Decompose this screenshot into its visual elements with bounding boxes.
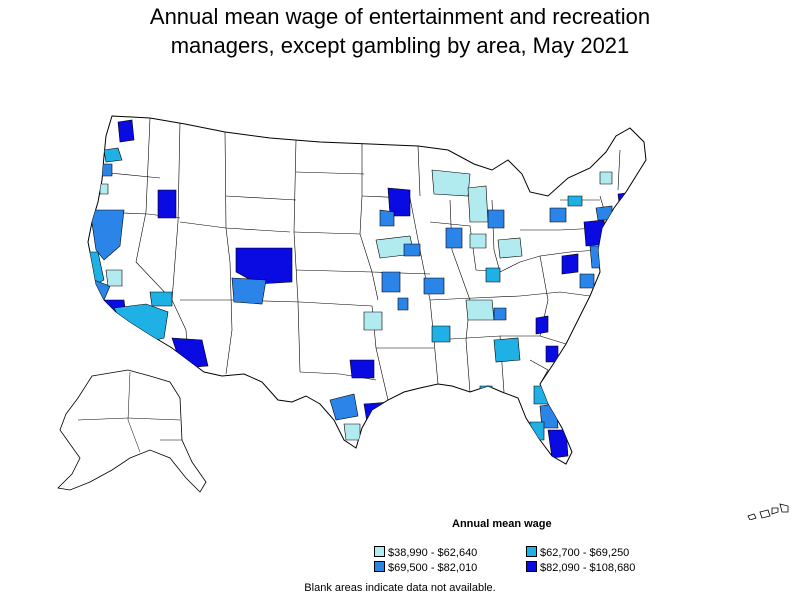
legend-label-3: $69,500 - $82,010 [388,562,478,574]
area-nashville [493,307,507,321]
area-northern-california [89,209,125,261]
map-title: Annual mean wage of entertainment and re… [0,2,800,60]
area-indianapolis [485,267,501,283]
area-minneapolis [387,187,411,217]
area-houston [363,401,393,429]
area-oregon [99,183,109,195]
area-connecticut [595,205,613,221]
legend-swatch-1 [374,546,385,557]
area-upstate-ny [567,195,583,207]
area-michigan [467,185,489,223]
area-central-valley [105,269,123,287]
area-miami [547,429,569,459]
area-oklahoma [363,311,383,331]
legend-label-4: $82,090 - $108,680 [540,562,636,574]
area-new-york-city [583,219,607,247]
area-new-hampshire [599,171,613,185]
area-virginia [579,273,595,289]
area-tampa [529,421,545,441]
us-area-map [0,100,800,520]
area-chicago [445,227,463,249]
footnote: Blank areas indicate data not available. [304,582,496,594]
map-title-line-2: managers, except gambling by area, May 2… [170,33,630,58]
area-southern-california [113,303,169,345]
area-detroit [487,209,505,229]
legend-swatch-2 [526,546,537,557]
hawaii-islands [747,503,789,520]
area-seattle [117,119,135,143]
area-phoenix [171,337,209,369]
area-charlotte [535,315,549,335]
area-colorado-south [231,277,267,305]
legend-title: Annual mean wage [452,518,552,530]
area-indiana [469,233,487,249]
area-atlanta [493,337,521,363]
legend-swatch-3 [374,561,385,572]
legend-label-1: $38,990 - $62,640 [388,547,478,559]
area-boise [157,189,177,219]
area-denver [235,247,293,285]
area-wisconsin [431,169,471,197]
area-gulf-coast [479,385,493,397]
area-wa-south [103,147,123,163]
area-st-louis [423,277,445,295]
area-las-vegas [149,291,173,307]
legend-item-3: $69,500 - $82,010 [374,561,477,574]
legend-swatch-4 [526,561,537,572]
area-portland [101,163,113,177]
area-tennessee [431,325,451,343]
area-iowa-east [403,243,421,257]
legend-item-2: $62,700 - $69,250 [526,546,629,559]
area-austin-san-antonio [329,393,359,421]
area-pennsylvania [549,207,567,223]
area-missouri [397,297,409,311]
area-kentucky [465,299,495,321]
area-new-jersey [589,245,605,269]
area-kansas-city [381,271,401,293]
area-ohio [497,237,523,259]
area-minnesota [379,209,395,227]
legend-item-1: $38,990 - $62,640 [374,546,477,559]
area-boston [617,191,635,213]
area-washington-dc [561,253,579,275]
legend-label-2: $62,700 - $69,250 [540,547,630,559]
area-dallas [349,359,375,379]
area-texas-gulf [343,423,361,441]
legend-item-4: $82,090 - $108,680 [526,561,635,574]
alaska-boundaries [77,371,182,453]
map-title-line-1: Annual mean wage of entertainment and re… [149,4,651,29]
